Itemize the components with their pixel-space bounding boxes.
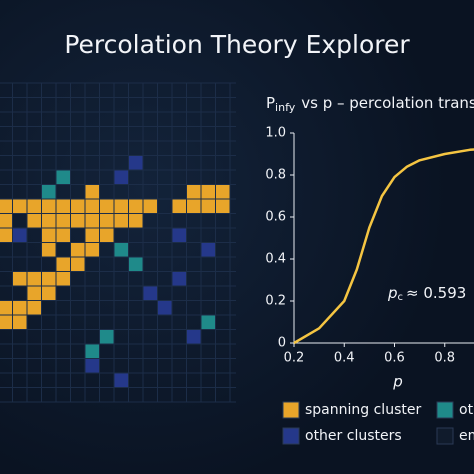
- lattice-cell: [100, 199, 114, 213]
- lattice-cell: [216, 185, 230, 199]
- lattice-cell: [27, 286, 41, 300]
- lattice-cell: [27, 272, 41, 286]
- legend-swatch: [282, 401, 300, 419]
- annotation: pc ≈ 0.593: [387, 284, 466, 304]
- lattice-cell: [114, 243, 128, 257]
- lattice-cell: [172, 228, 186, 242]
- lattice-cell: [187, 185, 201, 199]
- lattice-cell: [0, 228, 12, 242]
- lattice-cell: [129, 156, 143, 170]
- lattice-cell: [216, 199, 230, 213]
- lattice-cell: [13, 272, 27, 286]
- lattice-cell: [71, 199, 85, 213]
- lattice-cell: [129, 214, 143, 228]
- lattice-cell: [114, 170, 128, 184]
- lattice-cell: [158, 301, 172, 315]
- lattice-cell: [42, 185, 56, 199]
- y-tick-label: 0: [278, 336, 286, 351]
- lattice-cell: [0, 199, 12, 213]
- lattice-cell: [0, 315, 12, 329]
- y-tick-label: 1.0: [265, 126, 286, 141]
- x-label: p: [392, 373, 403, 391]
- annotation-rest: ≈ 0.593: [406, 284, 466, 302]
- lattice-cell: [56, 272, 70, 286]
- lattice-cell: [187, 330, 201, 344]
- lattice-cell: [172, 272, 186, 286]
- lattice-cell: [85, 214, 99, 228]
- lattice-cell: [172, 199, 186, 213]
- lattice-cell: [143, 199, 157, 213]
- lattice-cell: [42, 199, 56, 213]
- lattice-cell: [100, 330, 114, 344]
- lattice-cell: [56, 199, 70, 213]
- lattice-cell: [56, 257, 70, 271]
- lattice-cell: [13, 199, 27, 213]
- lattice-cell: [13, 301, 27, 315]
- lattice-cell: [201, 315, 215, 329]
- legend-swatch: [436, 427, 454, 445]
- lattice-cell: [201, 185, 215, 199]
- legend-label: spanning cluster: [305, 402, 421, 418]
- lattice-cell: [56, 228, 70, 242]
- x-tick-label: 0.4: [334, 351, 355, 366]
- lattice-cell: [201, 199, 215, 213]
- lattice-cell: [27, 199, 41, 213]
- lattice-cell: [114, 199, 128, 213]
- title-rest: vs p – percolation transition: [301, 94, 474, 112]
- curve: [293, 148, 474, 345]
- legend-label: other: [459, 402, 474, 418]
- annotation-sub: c: [398, 292, 404, 303]
- lattice-cell: [143, 286, 157, 300]
- lattice-cell: [71, 214, 85, 228]
- title-main: P: [266, 94, 275, 112]
- lattice-cell: [114, 373, 128, 387]
- lattice-cell: [42, 272, 56, 286]
- lattice-cell: [201, 243, 215, 257]
- lattice-cell: [27, 214, 41, 228]
- legend-swatch: [436, 401, 454, 419]
- lattice-cell: [85, 199, 99, 213]
- lattice-cell: [0, 301, 12, 315]
- chart-title: Pinfy vs p – percolation transition: [266, 94, 474, 115]
- lattice-cell: [42, 228, 56, 242]
- lattice-cell: [71, 243, 85, 257]
- y-tick-label: 0.4: [265, 252, 286, 267]
- lattice-cell: [100, 214, 114, 228]
- app-title: Percolation Theory Explorer: [64, 30, 410, 59]
- lattice-cell: [42, 243, 56, 257]
- y-tick-label: 0.6: [265, 210, 286, 225]
- lattice-cell: [85, 344, 99, 358]
- y-tick-label: 0.2: [265, 294, 286, 309]
- lattice-cell: [129, 199, 143, 213]
- lattice-cell: [114, 214, 128, 228]
- lattice-cell: [42, 286, 56, 300]
- lattice-cell: [42, 214, 56, 228]
- lattice-cell: [100, 228, 114, 242]
- lattice-cell: [85, 243, 99, 257]
- lattice-cell: [0, 214, 12, 228]
- lattice: [0, 82, 236, 403]
- lattice-cell: [85, 359, 99, 373]
- lattice-cell: [71, 257, 85, 271]
- title-sub: infy: [275, 101, 296, 114]
- x-tick-label: 0.6: [384, 351, 405, 366]
- legend-label: empty: [459, 428, 474, 444]
- legend-swatch: [282, 427, 300, 445]
- x-tick-label: 0.2: [284, 351, 305, 366]
- lattice-cell: [56, 170, 70, 184]
- lattice-cell: [129, 257, 143, 271]
- y-tick-label: 0.8: [265, 168, 286, 183]
- lattice-cell: [13, 315, 27, 329]
- lattice-cell: [27, 301, 41, 315]
- lattice-cell: [85, 228, 99, 242]
- x-tick-label: 0.8: [434, 351, 455, 366]
- legend-label: other clusters: [305, 428, 402, 444]
- lattice-cell: [56, 214, 70, 228]
- lattice-cell: [187, 199, 201, 213]
- lattice-cell: [13, 228, 27, 242]
- lattice-cell: [85, 185, 99, 199]
- annotation-main: p: [387, 284, 398, 302]
